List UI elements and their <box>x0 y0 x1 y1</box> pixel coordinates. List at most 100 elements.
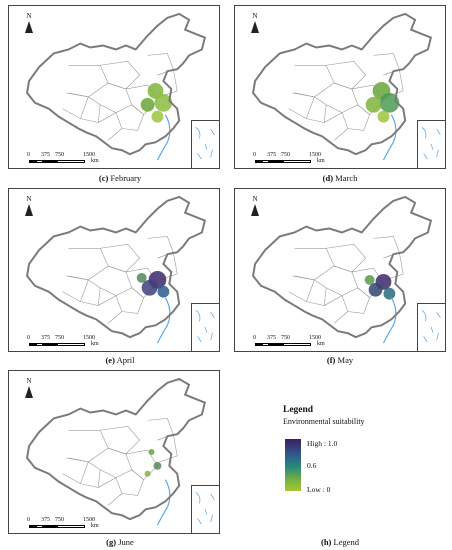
suitability-cluster <box>157 285 170 298</box>
province-boundary <box>62 457 89 485</box>
suitability-cluster <box>364 274 375 285</box>
province-boundary <box>66 247 109 281</box>
scale-tick: 750 <box>55 335 64 341</box>
scale-tick: 1500 <box>309 335 321 341</box>
legend-title: Legend <box>283 405 314 415</box>
map-panel-e: N 0 375 750 1500 km <box>8 188 220 352</box>
province-boundary <box>292 64 335 98</box>
province-boundary <box>80 461 101 488</box>
scale-tick: 375 <box>41 152 50 158</box>
scale-unit: km <box>317 158 325 164</box>
suitability-cluster <box>144 470 151 477</box>
north-arrow-icon: N <box>23 377 35 398</box>
province-boundary <box>100 244 141 273</box>
province-boundary <box>121 287 144 314</box>
province-boundary <box>62 275 89 303</box>
province-boundary <box>373 53 400 76</box>
map-panel-d: N 0 375 750 1500 km <box>234 5 446 169</box>
province-boundary <box>80 279 101 306</box>
scale-tick: 0 <box>253 152 256 158</box>
legend-low-label: Low : 0 <box>307 485 331 494</box>
province-boundary <box>147 53 174 76</box>
province-boundary <box>98 477 123 506</box>
scale-tick: 750 <box>281 335 290 341</box>
province-boundary <box>98 295 123 324</box>
suitability-cluster <box>377 110 390 123</box>
caption-d: (d) March <box>322 173 358 183</box>
country-outline <box>252 195 433 339</box>
scale-unit: km <box>91 523 99 529</box>
china-map <box>26 377 207 526</box>
map-panel-g: N 0 375 750 1500 km <box>8 370 220 534</box>
coastline <box>156 297 171 344</box>
scale-tick: 0 <box>27 152 30 158</box>
province-boundary <box>347 287 370 314</box>
legend-gradient <box>285 439 301 491</box>
province-boundary <box>80 96 101 123</box>
province-boundary <box>100 61 141 90</box>
north-arrow-icon: N <box>249 195 261 216</box>
province-boundary <box>66 64 109 98</box>
country-outline <box>26 195 207 339</box>
scale-unit: km <box>317 341 325 347</box>
legend-mid-label: 0.6 <box>307 461 317 470</box>
suitability-cluster <box>154 93 173 112</box>
province-boundary <box>288 275 315 303</box>
north-arrow-icon: N <box>249 12 261 33</box>
legend: Legend Environmental suitability High : … <box>283 405 433 494</box>
suitability-cluster <box>368 282 383 297</box>
south-china-sea-inset <box>191 120 219 168</box>
scale-tick: 0 <box>27 335 30 341</box>
scale-tick: 375 <box>267 152 276 158</box>
scale-tick: 1500 <box>83 152 95 158</box>
caption-e: (e) April <box>105 355 135 365</box>
province-boundary <box>324 112 349 141</box>
province-boundary <box>62 92 89 120</box>
coastline <box>156 114 171 161</box>
suitability-cluster <box>379 92 400 113</box>
north-arrow-icon: N <box>23 195 35 216</box>
province-boundary <box>66 429 109 463</box>
suitability-cluster <box>153 461 162 470</box>
province-boundary <box>121 104 144 131</box>
province-boundary <box>288 92 315 120</box>
province-boundary <box>157 68 178 98</box>
suitability-cluster <box>136 272 147 283</box>
country-outline <box>26 12 207 156</box>
caption-c: (c) February <box>98 173 142 183</box>
china-map <box>26 195 207 344</box>
province-boundary <box>306 279 327 306</box>
south-china-sea-inset <box>417 120 445 168</box>
scale-unit: km <box>91 341 99 347</box>
province-boundary <box>383 251 404 281</box>
province-boundary <box>383 68 404 98</box>
scale-tick: 0 <box>253 335 256 341</box>
coastline <box>382 114 397 161</box>
south-china-sea-inset <box>191 485 219 533</box>
country-outline <box>252 12 433 156</box>
map-panel-c: N 0 375 750 1500 km <box>8 5 220 169</box>
caption-h: (h) Legend <box>320 537 359 547</box>
province-boundary <box>292 247 335 281</box>
province-boundary <box>157 433 178 463</box>
legend-high-label: High : 1.0 <box>307 439 338 448</box>
province-boundary <box>100 426 141 455</box>
north-arrow-icon: N <box>23 12 35 33</box>
coastline <box>156 479 171 526</box>
scale-tick: 1500 <box>83 335 95 341</box>
province-boundary <box>121 469 144 496</box>
province-boundary <box>306 96 327 123</box>
china-map <box>252 195 433 344</box>
suitability-cluster <box>140 97 155 112</box>
map-panel-f: N 0 375 750 1500 km <box>234 188 446 352</box>
province-boundary <box>147 236 174 259</box>
province-boundary <box>157 251 178 281</box>
scale-tick: 0 <box>27 517 30 523</box>
legend-subtitle: Environmental suitability <box>283 417 365 426</box>
scale-tick: 375 <box>41 517 50 523</box>
china-map <box>252 12 433 161</box>
suitability-cluster <box>141 279 158 296</box>
caption-g: (g) June <box>106 537 134 547</box>
province-boundary <box>324 295 349 324</box>
province-boundary <box>326 61 367 90</box>
